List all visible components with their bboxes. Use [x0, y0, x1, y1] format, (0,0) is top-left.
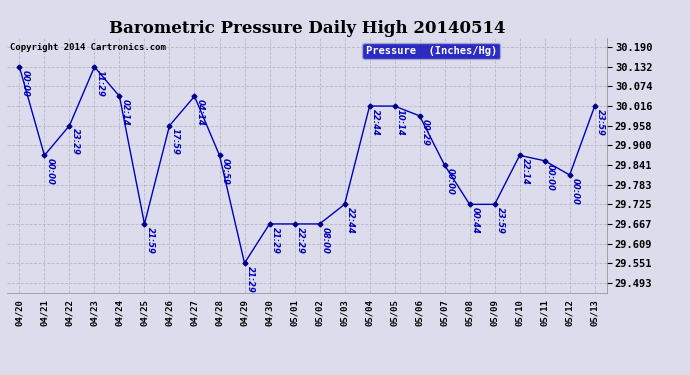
Text: 22:29: 22:29 [295, 227, 304, 254]
Text: 21:29: 21:29 [246, 266, 255, 293]
Text: 09:29: 09:29 [421, 118, 430, 146]
Text: 17:59: 17:59 [170, 128, 179, 155]
Text: 23:29: 23:29 [70, 128, 79, 155]
Text: 10:14: 10:14 [395, 109, 404, 136]
Text: 02:14: 02:14 [121, 99, 130, 126]
Text: 00:59: 00:59 [221, 158, 230, 185]
Text: 22:44: 22:44 [371, 109, 380, 136]
Legend: Pressure  (Inches/Hg): Pressure (Inches/Hg) [362, 43, 500, 59]
Text: 22:44: 22:44 [346, 207, 355, 234]
Text: 22:14: 22:14 [521, 158, 530, 185]
Text: 00:00: 00:00 [21, 70, 30, 96]
Text: 23:59: 23:59 [595, 109, 604, 136]
Text: 21:59: 21:59 [146, 227, 155, 254]
Text: 08:00: 08:00 [321, 227, 330, 254]
Title: Barometric Pressure Daily High 20140514: Barometric Pressure Daily High 20140514 [109, 20, 505, 38]
Text: Copyright 2014 Cartronics.com: Copyright 2014 Cartronics.com [10, 43, 166, 52]
Text: 00:00: 00:00 [446, 168, 455, 195]
Text: 11:29: 11:29 [95, 70, 104, 96]
Text: 23:59: 23:59 [495, 207, 504, 234]
Text: 04:14: 04:14 [195, 99, 204, 126]
Text: 00:00: 00:00 [546, 164, 555, 190]
Text: 21:29: 21:29 [270, 227, 279, 254]
Text: 00:44: 00:44 [471, 207, 480, 234]
Text: 00:00: 00:00 [46, 158, 55, 185]
Text: 00:00: 00:00 [571, 178, 580, 205]
